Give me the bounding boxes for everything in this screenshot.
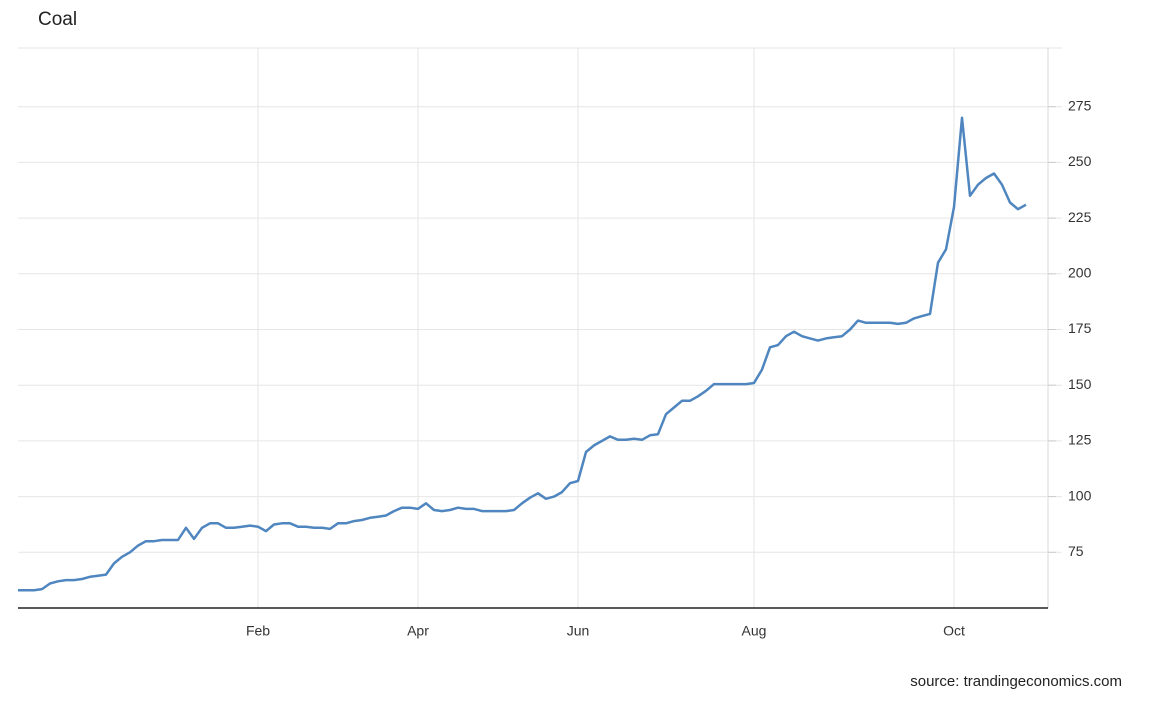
y-tick-label: 175 xyxy=(1068,320,1092,336)
x-tick-label: Jun xyxy=(567,623,590,639)
y-tick-label: 100 xyxy=(1068,487,1092,503)
y-tick-label: 250 xyxy=(1068,153,1092,169)
y-tick-label: 125 xyxy=(1068,432,1092,448)
x-tick-label: Aug xyxy=(742,623,767,639)
x-tick-label: Apr xyxy=(407,623,429,639)
source-note: source: trandingeconomics.com xyxy=(910,673,1122,690)
x-tick-label: Oct xyxy=(943,623,965,639)
y-tick-label: 200 xyxy=(1068,265,1092,281)
chart-title: Coal xyxy=(38,9,77,30)
y-tick-label: 150 xyxy=(1068,376,1092,392)
y-tick-label: 75 xyxy=(1068,543,1084,559)
y-tick-label: 275 xyxy=(1068,97,1092,113)
y-tick-label: 225 xyxy=(1068,209,1092,225)
data-line xyxy=(18,116,1027,592)
x-tick-label: Feb xyxy=(246,623,270,639)
